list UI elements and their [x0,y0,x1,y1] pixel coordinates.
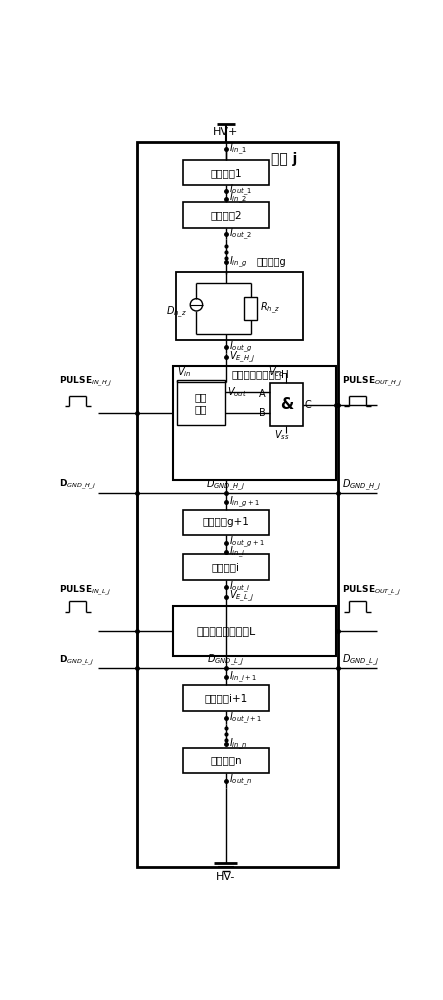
Text: $I_{out\_2}$: $I_{out\_2}$ [229,226,252,242]
Text: 恒流模块g: 恒流模块g [257,257,287,267]
Bar [173,606,336,656]
Text: B: B [259,408,266,418]
Text: $V_{in}$: $V_{in}$ [177,366,191,379]
Text: 臂桥 j: 臂桥 j [271,151,297,165]
Text: 稳压: 稳压 [195,392,207,402]
Text: $D_{h\_z}$: $D_{h\_z}$ [166,305,187,320]
Text: $I_{in\_i}$: $I_{in\_i}$ [229,544,245,560]
Text: 恒流模块g+1: 恒流模块g+1 [202,517,249,527]
Text: HV+: HV+ [213,127,239,137]
Text: A: A [259,389,266,399]
Text: 电路: 电路 [195,405,207,415]
Text: $D_{GND\_H\_j}$: $D_{GND\_H\_j}$ [342,477,381,493]
Text: $D_{GND\_H\_j}$: $D_{GND\_H\_j}$ [206,477,245,493]
Text: $I_{out\_n}$: $I_{out\_n}$ [229,773,252,788]
Bar [177,380,225,425]
Text: $I_{out\_i+1}$: $I_{out\_i+1}$ [229,711,262,726]
Text: $\mathbf{PULSE}_{OUT\_L\_j}$: $\mathbf{PULSE}_{OUT\_L\_j}$ [342,583,401,598]
Text: $\mathbf{PULSE}_{OUT\_H\_j}$: $\mathbf{PULSE}_{OUT\_H\_j}$ [342,375,403,389]
Text: $I_{in\_i+1}$: $I_{in\_i+1}$ [229,670,257,685]
Text: $D_{GND\_L\_j}$: $D_{GND\_L\_j}$ [342,653,380,668]
Text: $I_{out\_g+1}$: $I_{out\_g+1}$ [229,535,265,550]
Text: HV-: HV- [216,872,236,882]
Text: $\mathbf{PULSE}_{IN\_H\_j}$: $\mathbf{PULSE}_{IN\_H\_j}$ [59,375,113,389]
Text: $I_{in\_g}$: $I_{in\_g}$ [229,255,248,270]
Text: 恒流模块1: 恒流模块1 [210,168,242,178]
Text: $V_{cc}$: $V_{cc}$ [268,366,284,379]
Text: $V_{E\_L\_j}$: $V_{E\_L\_j}$ [229,589,254,604]
Text: C: C [305,400,312,410]
Text: $R_{h\_z}$: $R_{h\_z}$ [260,301,280,316]
Text: $I_{in\_g+1}$: $I_{in\_g+1}$ [229,494,260,510]
Text: $V_{ss}$: $V_{ss}$ [274,428,290,442]
Bar [175,272,303,340]
Text: $I_{in\_2}$: $I_{in\_2}$ [229,191,247,206]
Text: 恒流模块i: 恒流模块i [212,562,240,572]
Text: $\mathbf{PULSE}_{IN\_L\_j}$: $\mathbf{PULSE}_{IN\_L\_j}$ [59,583,112,598]
Text: 恒流模块i+1: 恒流模块i+1 [204,693,248,703]
Bar [183,160,268,185]
Text: $\mathbf{D}_{GND\_H\_j}$: $\mathbf{D}_{GND\_H\_j}$ [59,478,96,492]
Bar [270,383,303,426]
Text: $I_{in\_1}$: $I_{in\_1}$ [229,142,247,157]
Text: $\mathbf{D}_{GND\_L\_j}$: $\mathbf{D}_{GND\_L\_j}$ [59,653,95,668]
Bar [183,748,268,773]
Text: $I_{out\_1}$: $I_{out\_1}$ [229,183,252,198]
Bar [183,685,268,711]
Text: $I_{out\_i}$: $I_{out\_i}$ [229,580,250,595]
Text: 恒流模块n: 恒流模块n [210,755,242,765]
Text: $I_{in\_n}$: $I_{in\_n}$ [229,737,247,752]
Bar [183,510,268,535]
Text: &: & [280,397,293,412]
Bar [137,142,338,867]
Bar [183,202,268,228]
Bar [245,297,257,320]
Text: 恒流模块2: 恒流模块2 [210,210,242,220]
Text: $V_{out}$: $V_{out}$ [227,385,247,399]
Text: 悬浮脉冲驱动模块H: 悬浮脉冲驱动模块H [232,369,290,379]
Text: 悬浮脉冲驱动模块L: 悬浮脉冲驱动模块L [196,626,256,636]
Text: $I_{out\_g}$: $I_{out\_g}$ [229,340,253,355]
Bar [173,366,336,480]
Bar [183,554,268,580]
Text: $V_{E\_H\_j}$: $V_{E\_H\_j}$ [229,350,256,365]
Text: $D_{GND\_L\_j}$: $D_{GND\_L\_j}$ [207,653,245,668]
